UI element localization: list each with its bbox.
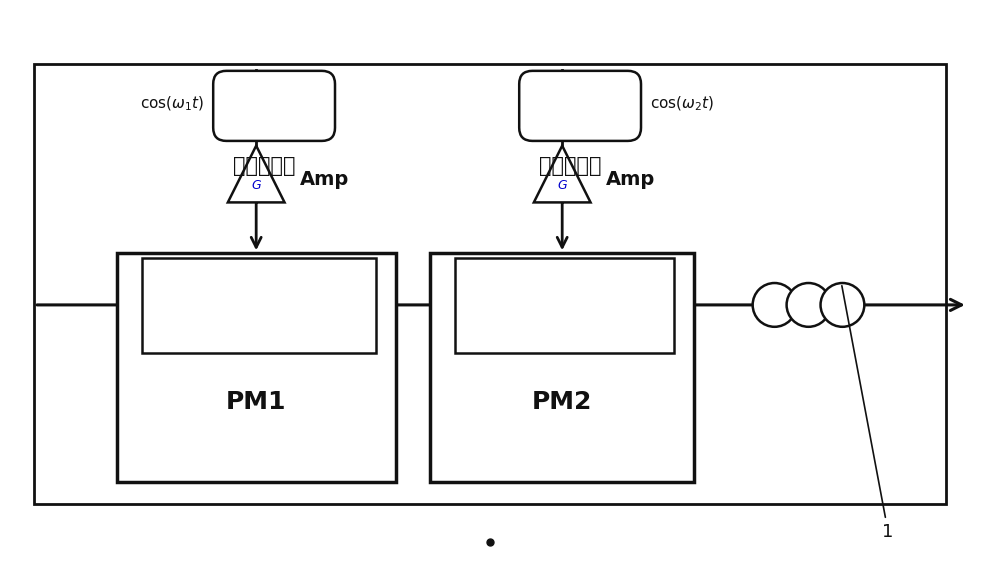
Bar: [34, 64, 946, 504]
FancyBboxPatch shape: [213, 71, 335, 141]
Text: $\mathrm{cos}(\omega_2 t)$: $\mathrm{cos}(\omega_2 t)$: [650, 95, 714, 113]
Bar: [455, 258, 674, 352]
Text: 第二射频源: 第二射频源: [539, 156, 601, 176]
Text: Amp: Amp: [300, 170, 349, 189]
FancyBboxPatch shape: [519, 71, 641, 141]
Circle shape: [753, 283, 796, 327]
Polygon shape: [228, 146, 285, 202]
Circle shape: [821, 283, 864, 327]
Polygon shape: [534, 146, 591, 202]
Text: PM1: PM1: [226, 390, 286, 414]
Text: G: G: [251, 179, 261, 192]
Text: 第一射频源: 第一射频源: [233, 156, 295, 176]
Text: Amp: Amp: [606, 170, 655, 189]
Circle shape: [787, 283, 830, 327]
Bar: [430, 253, 694, 482]
Text: 1: 1: [842, 286, 894, 541]
Text: $\mathrm{cos}(\omega_1 t)$: $\mathrm{cos}(\omega_1 t)$: [140, 95, 204, 113]
Text: PM2: PM2: [532, 390, 592, 414]
Bar: [142, 258, 376, 352]
Text: G: G: [557, 179, 567, 192]
Bar: [117, 253, 396, 482]
